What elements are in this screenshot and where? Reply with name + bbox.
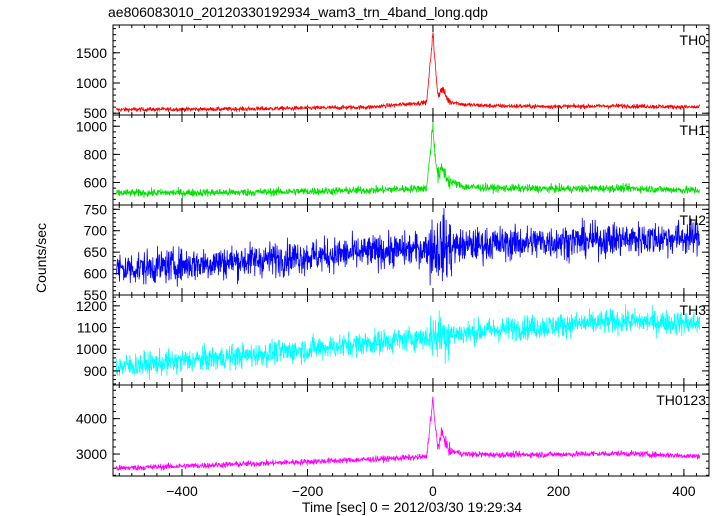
y-tick-label: 550 (84, 287, 108, 303)
series-line-th3 (115, 304, 700, 380)
y-tick-label: 4000 (76, 411, 107, 427)
y-tick-label: 1000 (76, 75, 107, 91)
y-tick-label: 1100 (77, 320, 107, 336)
series-line-th0 (115, 32, 700, 113)
y-axis-label: Counts/sec (33, 223, 49, 293)
y-tick-label: 600 (84, 266, 108, 282)
x-tick-label: 400 (672, 483, 696, 499)
y-tick-label: 1200 (76, 298, 107, 314)
y-tick-label: 900 (84, 363, 108, 379)
y-tick-label: 800 (84, 146, 108, 162)
y-tick-label: 700 (84, 223, 108, 239)
x-tick-label: 200 (547, 483, 571, 499)
panel-frame-th0 (112, 24, 710, 116)
panel-frame-th0123 (112, 384, 710, 477)
x-tick-label: −200 (292, 483, 324, 499)
y-tick-label: 3000 (76, 446, 107, 462)
series-line-th0123 (115, 396, 700, 472)
series-line-th1 (115, 121, 700, 199)
y-tick-label: 750 (84, 201, 108, 217)
y-tick-label: 650 (84, 244, 108, 260)
y-tick-label: 1500 (76, 45, 107, 61)
x-tick-label: −400 (166, 483, 198, 499)
panel-label-th0: TH0 (680, 32, 707, 48)
series-line-th2 (115, 208, 700, 287)
x-tick-label: 0 (429, 483, 437, 499)
y-tick-label: 500 (84, 105, 108, 121)
panel-label-th1: TH1 (680, 122, 707, 138)
panel-label-th2: TH2 (680, 212, 707, 228)
y-tick-label: 1000 (76, 118, 107, 134)
y-tick-label: 1000 (76, 341, 107, 357)
panel-label-th3: TH3 (680, 302, 707, 318)
chart-title: ae806083010_20120330192934_wam3_trn_4ban… (108, 4, 488, 20)
y-tick-label: 600 (84, 175, 108, 191)
x-axis-label: Time [sec] 0 = 2012/03/30 19:29:34 (302, 499, 522, 515)
panel-label-th0123: TH0123 (656, 392, 706, 408)
panel-frame-th1 (112, 114, 710, 206)
